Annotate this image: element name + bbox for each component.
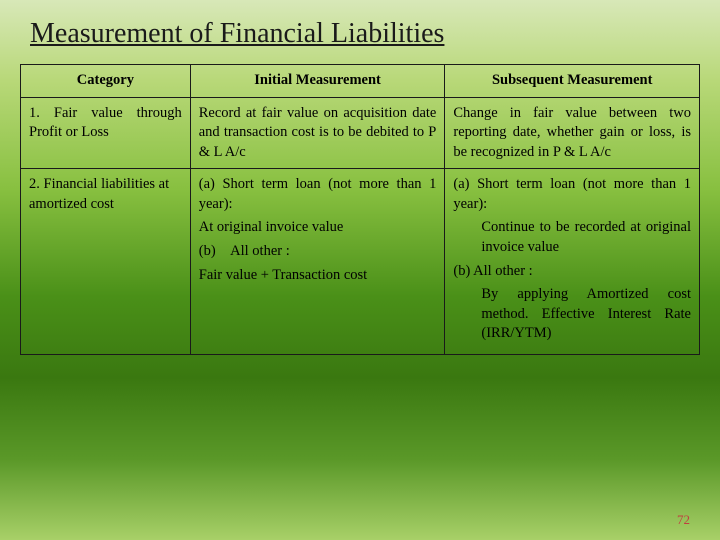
table-header-row: Category Initial Measurement Subsequent … [21, 65, 700, 98]
cell-initial-2: (a) Short term loan (not more than 1 yea… [190, 169, 445, 355]
subsequent-2b-head: (b) All other : [453, 262, 691, 282]
page-title: Measurement of Financial Liabilities [20, 18, 700, 50]
cell-initial-1: Record at fair value on acquisition date… [190, 97, 445, 169]
header-initial: Initial Measurement [190, 65, 445, 98]
cell-subsequent-1: Change in fair value between two reporti… [445, 97, 700, 169]
subsequent-2b-body: By applying Amortized cost method. Effec… [453, 285, 691, 344]
cell-category-1: 1. Fair value through Profit or Loss [21, 97, 191, 169]
liabilities-table: Category Initial Measurement Subsequent … [20, 64, 700, 355]
initial-2b-head: (b) All other : [199, 242, 437, 262]
cell-subsequent-2: (a) Short term loan (not more than 1 yea… [445, 169, 700, 355]
subsequent-2a-body: Continue to be recorded at original invo… [453, 218, 691, 257]
header-category: Category [21, 65, 191, 98]
page-number: 72 [677, 512, 690, 528]
initial-2a-body: At original invoice value [199, 218, 437, 238]
initial-2a-head: (a) Short term loan (not more than 1 yea… [199, 175, 437, 214]
subsequent-2a-head: (a) Short term loan (not more than 1 yea… [453, 175, 691, 214]
table-row: 1. Fair value through Profit or Loss Rec… [21, 97, 700, 169]
header-subsequent: Subsequent Measurement [445, 65, 700, 98]
table-row: 2. Financial liabilities at amortized co… [21, 169, 700, 355]
cell-category-2: 2. Financial liabilities at amortized co… [21, 169, 191, 355]
initial-2b-body: Fair value + Transaction cost [199, 266, 437, 286]
